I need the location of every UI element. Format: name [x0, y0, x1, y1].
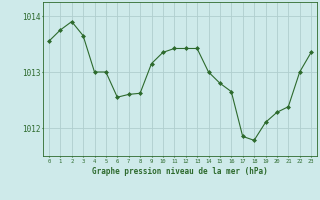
X-axis label: Graphe pression niveau de la mer (hPa): Graphe pression niveau de la mer (hPa) [92, 167, 268, 176]
